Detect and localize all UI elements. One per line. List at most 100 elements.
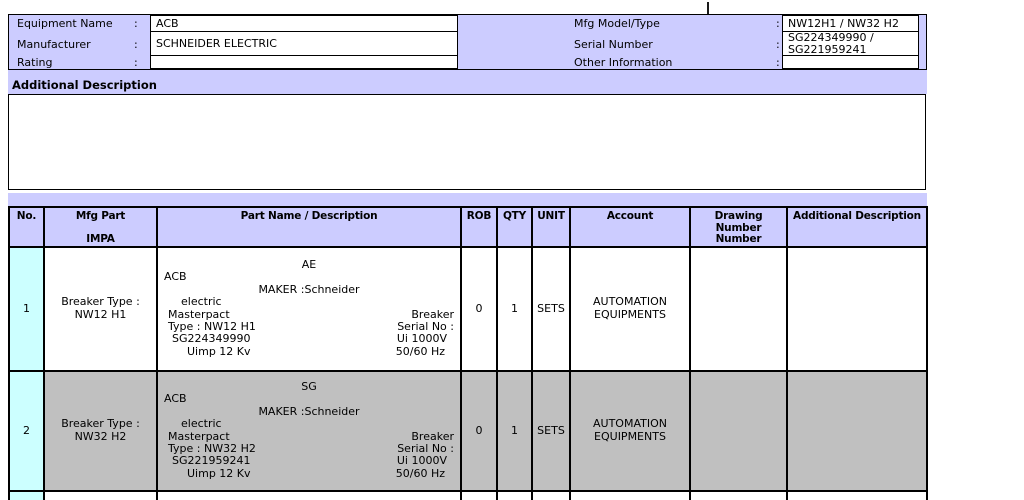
description-line: SG224349990 Ui 1000V bbox=[164, 332, 454, 346]
description-left-text: Type : NW32 H2 bbox=[168, 441, 256, 455]
description-lines: AE ACB MAKER :Schneider electric Masterpact B… bbox=[159, 257, 459, 358]
description-line: ACB bbox=[164, 392, 454, 406]
cell-account: AUTOMATION EQUIPMENTS bbox=[569, 369, 691, 492]
description-left-text: Uimp 12 Kv bbox=[187, 344, 251, 358]
description-right-text: Breaker bbox=[411, 429, 454, 443]
description-right-text: 50/60 Hz bbox=[395, 466, 445, 480]
description-left-text: ACB bbox=[164, 270, 187, 284]
description-line: Type : NW12 H1 Serial No : bbox=[164, 319, 454, 333]
parts-row-2[interactable]: 2 Breaker Type : NW32 H2 SG ACB MAKER :Schne… bbox=[8, 369, 928, 492]
additional-description-label: Additional Description bbox=[12, 78, 157, 92]
parts-row-3[interactable]: 3 bbox=[8, 489, 928, 500]
cell-qty: 1 bbox=[496, 245, 533, 372]
description-line: Uimp 12 Kv 50/60 Hz bbox=[164, 344, 454, 358]
equipment-name-label: Equipment Name bbox=[17, 17, 113, 30]
description-line: Masterpact Breaker bbox=[164, 429, 454, 443]
cell-additional-description bbox=[786, 489, 928, 500]
cell-additional-description bbox=[786, 369, 928, 492]
column-header-drawing: Drawing Number Number bbox=[689, 206, 788, 248]
column-header-unit: UNIT bbox=[531, 206, 571, 248]
description-right-text: Ui 1000V bbox=[396, 454, 447, 468]
cell-mfg-part bbox=[43, 489, 158, 500]
description-left-text: Uimp 12 Kv bbox=[187, 466, 251, 480]
cell-part-description: SG ACB MAKER :Schneider electric Masterpact B… bbox=[156, 369, 462, 492]
cell-drawing-number bbox=[689, 489, 788, 500]
description-right-text: 50/60 Hz bbox=[395, 344, 445, 358]
column-header-mfg-part: Mfg Part IMPA bbox=[43, 206, 158, 248]
mfg-model-type-input[interactable]: NW12H1 / NW32 H2 bbox=[782, 15, 919, 32]
manufacturer-input[interactable]: SCHNEIDER ELECTRIC bbox=[150, 31, 458, 56]
cell-mfg-part: Breaker Type : NW32 H2 bbox=[43, 369, 158, 492]
additional-description-band: Additional Description bbox=[8, 70, 927, 94]
description-line: ACB bbox=[164, 270, 454, 284]
description-line: Masterpact Breaker bbox=[164, 307, 454, 321]
serial-number-label: Serial Number bbox=[574, 37, 653, 51]
column-header-no: No. bbox=[8, 206, 45, 248]
parts-row-1[interactable]: 1 Breaker Type : NW12 H1 AE ACB MAKER :Schne… bbox=[8, 245, 928, 372]
description-line: MAKER :Schneider bbox=[258, 282, 360, 296]
other-information-input[interactable] bbox=[782, 55, 919, 69]
serial-number-input[interactable]: SG224349990 / SG221959241 bbox=[782, 31, 919, 56]
description-left-text: electric bbox=[181, 417, 222, 431]
other-information-label: Other Information bbox=[574, 56, 673, 69]
cell-rob: 0 bbox=[460, 369, 498, 492]
description-line: SG bbox=[301, 379, 317, 393]
description-left-text: Masterpact bbox=[168, 307, 230, 321]
description-line: MAKER :Schneider bbox=[258, 404, 360, 418]
colon-separator: : bbox=[776, 56, 780, 69]
cell-qty bbox=[496, 489, 533, 500]
colon-separator: : bbox=[134, 56, 138, 69]
cell-account: AUTOMATION EQUIPMENTS bbox=[569, 245, 691, 372]
description-left-text: ACB bbox=[164, 392, 187, 406]
colon-separator: : bbox=[134, 17, 138, 30]
cell-qty: 1 bbox=[496, 369, 533, 492]
colon-separator: : bbox=[134, 37, 138, 51]
colon-separator: : bbox=[776, 37, 780, 51]
description-right-text: Breaker bbox=[411, 307, 454, 321]
cell-mfg-part: Breaker Type : NW12 H1 bbox=[43, 245, 158, 372]
column-header-qty: QTY bbox=[496, 206, 533, 248]
cell-unit: SETS bbox=[531, 369, 571, 492]
description-left-text: electric bbox=[181, 295, 222, 309]
cell-rob bbox=[460, 489, 498, 500]
description-line: Uimp 12 Kv 50/60 Hz bbox=[164, 466, 454, 480]
description-left-text: SG221959241 bbox=[172, 454, 251, 468]
description-line: SG221959241 Ui 1000V bbox=[164, 454, 454, 468]
manufacturer-label: Manufacturer bbox=[17, 37, 91, 51]
equipment-name-input[interactable]: ACB bbox=[150, 15, 458, 32]
description-right-text: Serial No : bbox=[397, 319, 454, 333]
description-lines: SG ACB MAKER :Schneider electric Masterpact B… bbox=[159, 379, 459, 480]
mfg-model-type-label: Mfg Model/Type bbox=[574, 17, 660, 30]
column-header-desc: Part Name / Description bbox=[156, 206, 462, 248]
description-right-text: Serial No : bbox=[397, 441, 454, 455]
parts-table: No. Mfg Part IMPA Part Name / Description R… bbox=[8, 206, 928, 500]
column-header-rob: ROB bbox=[460, 206, 498, 248]
cell-drawing-number bbox=[689, 369, 788, 492]
cell-drawing-number bbox=[689, 245, 788, 372]
cell-unit bbox=[531, 489, 571, 500]
cell-additional-description bbox=[786, 245, 928, 372]
description-line: AE bbox=[301, 257, 317, 271]
description-right-text: Ui 1000V bbox=[396, 332, 447, 346]
cell-unit: SETS bbox=[531, 245, 571, 372]
equipment-header-form: Equipment Name: ACB Manufacturer: SCHNEIDER… bbox=[8, 14, 927, 70]
row-number-cell: 2 bbox=[8, 369, 45, 492]
rating-label: Rating bbox=[17, 56, 53, 69]
description-left-text: SG224349990 bbox=[172, 332, 251, 346]
parts-table-top-band bbox=[8, 193, 927, 206]
parts-table-header-row: No. Mfg Part IMPA Part Name / Description R… bbox=[8, 206, 928, 248]
rating-input[interactable] bbox=[150, 55, 458, 69]
additional-description-textarea[interactable] bbox=[8, 94, 926, 190]
cell-account bbox=[569, 489, 691, 500]
description-line: Type : NW32 H2 Serial No : bbox=[164, 441, 454, 455]
description-line: electric bbox=[164, 417, 454, 431]
description-left-text: Masterpact bbox=[168, 429, 230, 443]
cell-rob: 0 bbox=[460, 245, 498, 372]
stray-vertical-line bbox=[707, 2, 709, 15]
column-header-add-desc: Additional Description bbox=[786, 206, 928, 248]
row-number-cell: 1 bbox=[8, 245, 45, 372]
column-header-account: Account bbox=[569, 206, 691, 248]
description-line: electric bbox=[164, 295, 454, 309]
row-number-cell: 3 bbox=[8, 489, 45, 500]
